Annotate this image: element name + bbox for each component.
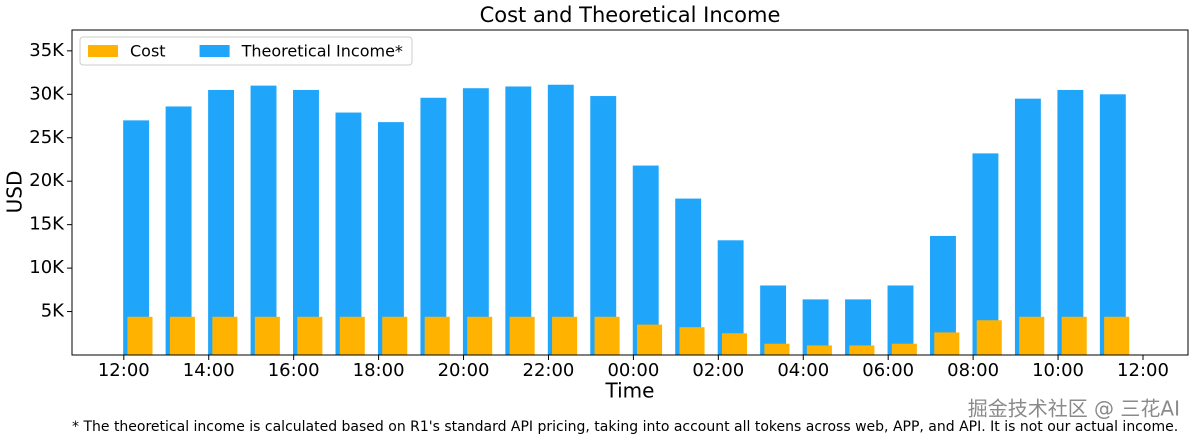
- bar: [976, 320, 1002, 355]
- bar: [590, 96, 617, 355]
- x-tick-label: 12:00: [98, 360, 150, 381]
- bar: [1061, 316, 1087, 355]
- bar: [806, 345, 832, 355]
- bar: [335, 112, 362, 356]
- bar: [887, 285, 914, 355]
- x-tick-label: 14:00: [183, 360, 235, 381]
- y-tick-label: 5K: [41, 301, 65, 322]
- bar: [632, 165, 659, 355]
- bar: [467, 316, 493, 355]
- bar: [760, 285, 787, 355]
- legend-swatch: [88, 45, 118, 57]
- x-tick-label: 06:00: [862, 360, 914, 381]
- y-tick-label: 25K: [29, 127, 65, 148]
- bar: [462, 88, 489, 355]
- x-tick-label: 20:00: [438, 360, 490, 381]
- x-tick-label: 18:00: [353, 360, 405, 381]
- watermark: 掘金技术社区 @ 三花AI: [968, 397, 1180, 421]
- bar: [382, 316, 408, 355]
- bar: [339, 316, 365, 355]
- plot-frame: [71, 29, 1189, 356]
- x-tick-label: 08:00: [947, 360, 999, 381]
- x-tick-label: 22:00: [523, 360, 575, 381]
- bar: [123, 120, 150, 355]
- bar: [594, 316, 620, 355]
- y-tick-label: 10K: [29, 257, 65, 278]
- x-tick-label: 16:00: [268, 360, 320, 381]
- legend-swatch: [199, 45, 230, 57]
- x-tick-label: 10:00: [1032, 360, 1084, 381]
- bar: [1019, 316, 1045, 355]
- x-tick-label: 02:00: [692, 360, 744, 381]
- legend-label: Cost: [130, 42, 166, 61]
- bar: [377, 122, 404, 355]
- y-tick-label: 20K: [29, 170, 65, 191]
- y-tick-label: 15K: [29, 214, 65, 235]
- y-axis-label: USD: [3, 171, 27, 214]
- x-tick-label: 04:00: [777, 360, 829, 381]
- bar: [208, 89, 235, 355]
- y-tick-label: 30K: [29, 83, 65, 104]
- bar: [1014, 98, 1041, 356]
- bar: [212, 316, 238, 355]
- bar: [891, 343, 917, 355]
- bar: [127, 316, 153, 355]
- y-tick-label: 35K: [29, 40, 65, 61]
- bar: [679, 327, 705, 355]
- bar: [420, 97, 447, 355]
- x-tick-label: 12:00: [1117, 360, 1169, 381]
- footnote: * The theoretical income is calculated b…: [72, 419, 1178, 435]
- bar: [764, 343, 790, 355]
- x-tick-label: 00:00: [607, 360, 659, 381]
- bar: [293, 89, 319, 355]
- bar: [1104, 316, 1130, 355]
- bar: [849, 345, 875, 355]
- bar: [547, 84, 574, 356]
- bar: [934, 332, 960, 355]
- bar: [254, 316, 280, 355]
- bar: [250, 85, 277, 355]
- bar: [505, 86, 532, 356]
- bar: [424, 316, 450, 355]
- bar: [552, 316, 578, 355]
- bar: [721, 333, 747, 355]
- chart-title: Cost and Theoretical Income: [480, 3, 781, 27]
- bar: [509, 316, 535, 355]
- bar: [165, 106, 192, 356]
- bar: [297, 316, 323, 355]
- bar: [637, 324, 663, 355]
- bar: [1099, 94, 1126, 355]
- bar: [169, 316, 195, 355]
- bar: [1057, 89, 1084, 355]
- x-axis-label: Time: [605, 379, 655, 403]
- legend-label: Theoretical Income*: [241, 42, 403, 61]
- legend-box: [79, 36, 413, 66]
